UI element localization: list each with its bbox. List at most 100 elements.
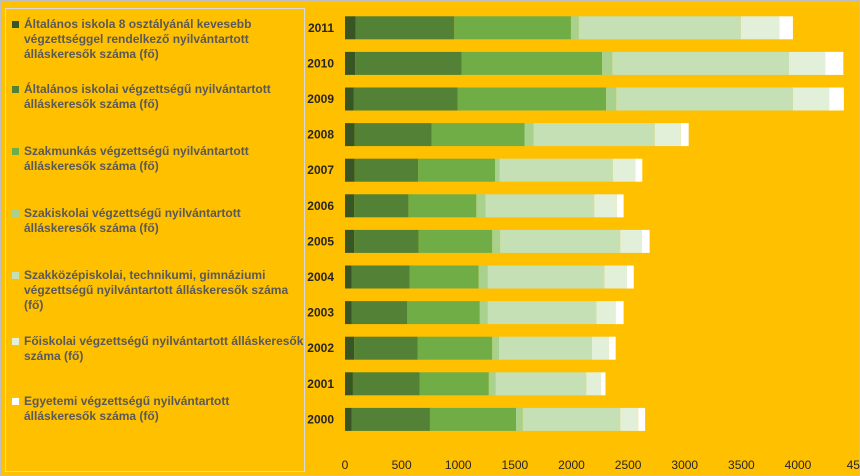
- bar-2007-series-7: [635, 158, 643, 182]
- bar-2008-series-6: [654, 123, 681, 147]
- x-tick-label: 3000: [671, 458, 698, 472]
- y-tick-label: 2003: [307, 306, 334, 320]
- x-tick-label: 500: [392, 458, 412, 472]
- legend-label: Általános iskolai végzettségű nyilvántar…: [24, 82, 271, 111]
- bar-2004-series-4: [478, 265, 488, 289]
- bar-2000-series-6: [620, 407, 639, 431]
- x-tick-label: 1500: [502, 458, 529, 472]
- bar-2003-series-5: [487, 301, 597, 325]
- bar-2010-series-6: [788, 51, 826, 75]
- bar-2009-series-6: [792, 87, 830, 111]
- x-tick-label: 0: [342, 458, 349, 472]
- legend-swatch: [12, 338, 19, 345]
- bar-2002-series-5: [499, 336, 592, 360]
- bar-2002-series-4: [492, 336, 500, 360]
- x-tick-label: 2500: [615, 458, 642, 472]
- bar-2011-series-3: [454, 16, 571, 40]
- bar-2009-series-5: [616, 87, 793, 111]
- bar-2002-series-2: [354, 336, 418, 360]
- bar-2002-series-7: [608, 336, 616, 360]
- bar-2005-series-5: [500, 229, 621, 253]
- x-tick-label: 45: [847, 458, 860, 472]
- bar-2000-series-5: [522, 407, 621, 431]
- bar-2003-series-2: [351, 301, 408, 325]
- bar-2000-series-2: [351, 407, 430, 431]
- bar-2010-series-3: [461, 51, 603, 75]
- bar-2001-series-6: [586, 372, 601, 396]
- bar-2009-series-1: [345, 87, 354, 111]
- bar-2002-series-6: [591, 336, 609, 360]
- bar-2002-series-3: [417, 336, 493, 360]
- bar-2005-series-1: [345, 229, 355, 253]
- y-tick-label: 2008: [307, 128, 334, 142]
- y-tick-label: 2004: [307, 270, 334, 284]
- bar-2006-series-5: [485, 194, 595, 218]
- bar-2003-series-3: [407, 301, 480, 325]
- bar-2007-series-1: [345, 158, 355, 182]
- legend-swatch: [12, 21, 19, 28]
- bar-2004-series-1: [345, 265, 352, 289]
- bar-2007-series-2: [354, 158, 419, 182]
- bar-2008-series-1: [345, 123, 355, 147]
- bar-2001-series-5: [495, 372, 587, 396]
- x-tick-label: 3500: [728, 458, 755, 472]
- bar-2006-series-4: [476, 194, 486, 218]
- bar-2007-series-6: [612, 158, 636, 182]
- bar-2000-series-7: [638, 407, 646, 431]
- bar-2011-series-1: [345, 16, 356, 40]
- bar-2006-series-6: [594, 194, 617, 218]
- y-tick-label: 2001: [307, 377, 334, 391]
- legend-label: Szakközépiskolai, technikumi, gimnáziumi…: [24, 268, 289, 312]
- bar-2004-series-7: [626, 265, 634, 289]
- bar-2009-series-7: [829, 87, 844, 111]
- legend-swatch: [12, 398, 19, 405]
- bar-2010-series-2: [355, 51, 462, 75]
- y-tick-label: 2009: [307, 92, 334, 106]
- bar-2008-series-3: [431, 123, 525, 147]
- legend-label: Szakiskolai végzettségű nyilvántartott á…: [24, 206, 241, 235]
- bar-2010-series-4: [602, 51, 613, 75]
- y-tick-label: 2002: [307, 341, 334, 355]
- bar-2006-series-7: [616, 194, 624, 218]
- y-axis: 2011 2010 2009 2008 2007 2006 2005 2004 2003 2002…: [307, 21, 334, 427]
- bar-2009-series-3: [457, 87, 607, 111]
- bar-2004-series-3: [409, 265, 479, 289]
- x-tick-label: 1000: [445, 458, 472, 472]
- bar-2009-series-2: [353, 87, 458, 111]
- x-axis: 0 500 1000 1500 2000 2500 3000 3500 4000 45: [342, 458, 860, 472]
- bar-2007-series-5: [499, 158, 613, 182]
- bar-2008-series-2: [354, 123, 432, 147]
- bar-2003-series-1: [345, 301, 352, 325]
- bar-2011-series-4: [570, 16, 579, 40]
- legend-swatch: [12, 210, 19, 217]
- legend-swatch: [12, 272, 19, 279]
- x-tick-label: 2000: [558, 458, 585, 472]
- x-tick-label: 4000: [785, 458, 812, 472]
- bar-2006-series-2: [354, 194, 409, 218]
- bar-2001-series-1: [345, 372, 353, 396]
- y-tick-label: 2005: [307, 234, 334, 248]
- bar-2004-series-5: [487, 265, 605, 289]
- bar-2005-series-4: [492, 229, 501, 253]
- legend-swatch: [12, 86, 19, 93]
- bar-2005-series-7: [641, 229, 650, 253]
- bar-2005-series-3: [418, 229, 493, 253]
- legend: Általános iskola 8 osztályánál kevesebb …: [5, 8, 305, 472]
- bar-2010-series-7: [825, 51, 844, 75]
- legend-label: Főiskolai végzettségű nyilvántartott áll…: [24, 334, 304, 363]
- bar-2010-series-5: [612, 51, 789, 75]
- legend-label: Szakmunkás végzettségű nyilvántartott ál…: [24, 144, 249, 173]
- bar-2006-series-3: [408, 194, 477, 218]
- bar-2001-series-7: [600, 372, 606, 396]
- bar-2005-series-2: [354, 229, 419, 253]
- bar-2004-series-6: [604, 265, 627, 289]
- y-tick-label: 2006: [307, 199, 334, 213]
- bar-2001-series-4: [488, 372, 496, 396]
- y-tick-label: 2010: [307, 56, 334, 70]
- bar-2000-series-1: [345, 407, 352, 431]
- bar-2003-series-7: [615, 301, 624, 325]
- y-tick-label: 2007: [307, 163, 334, 177]
- bar-2008-series-4: [524, 123, 534, 147]
- legend-swatch: [12, 148, 19, 155]
